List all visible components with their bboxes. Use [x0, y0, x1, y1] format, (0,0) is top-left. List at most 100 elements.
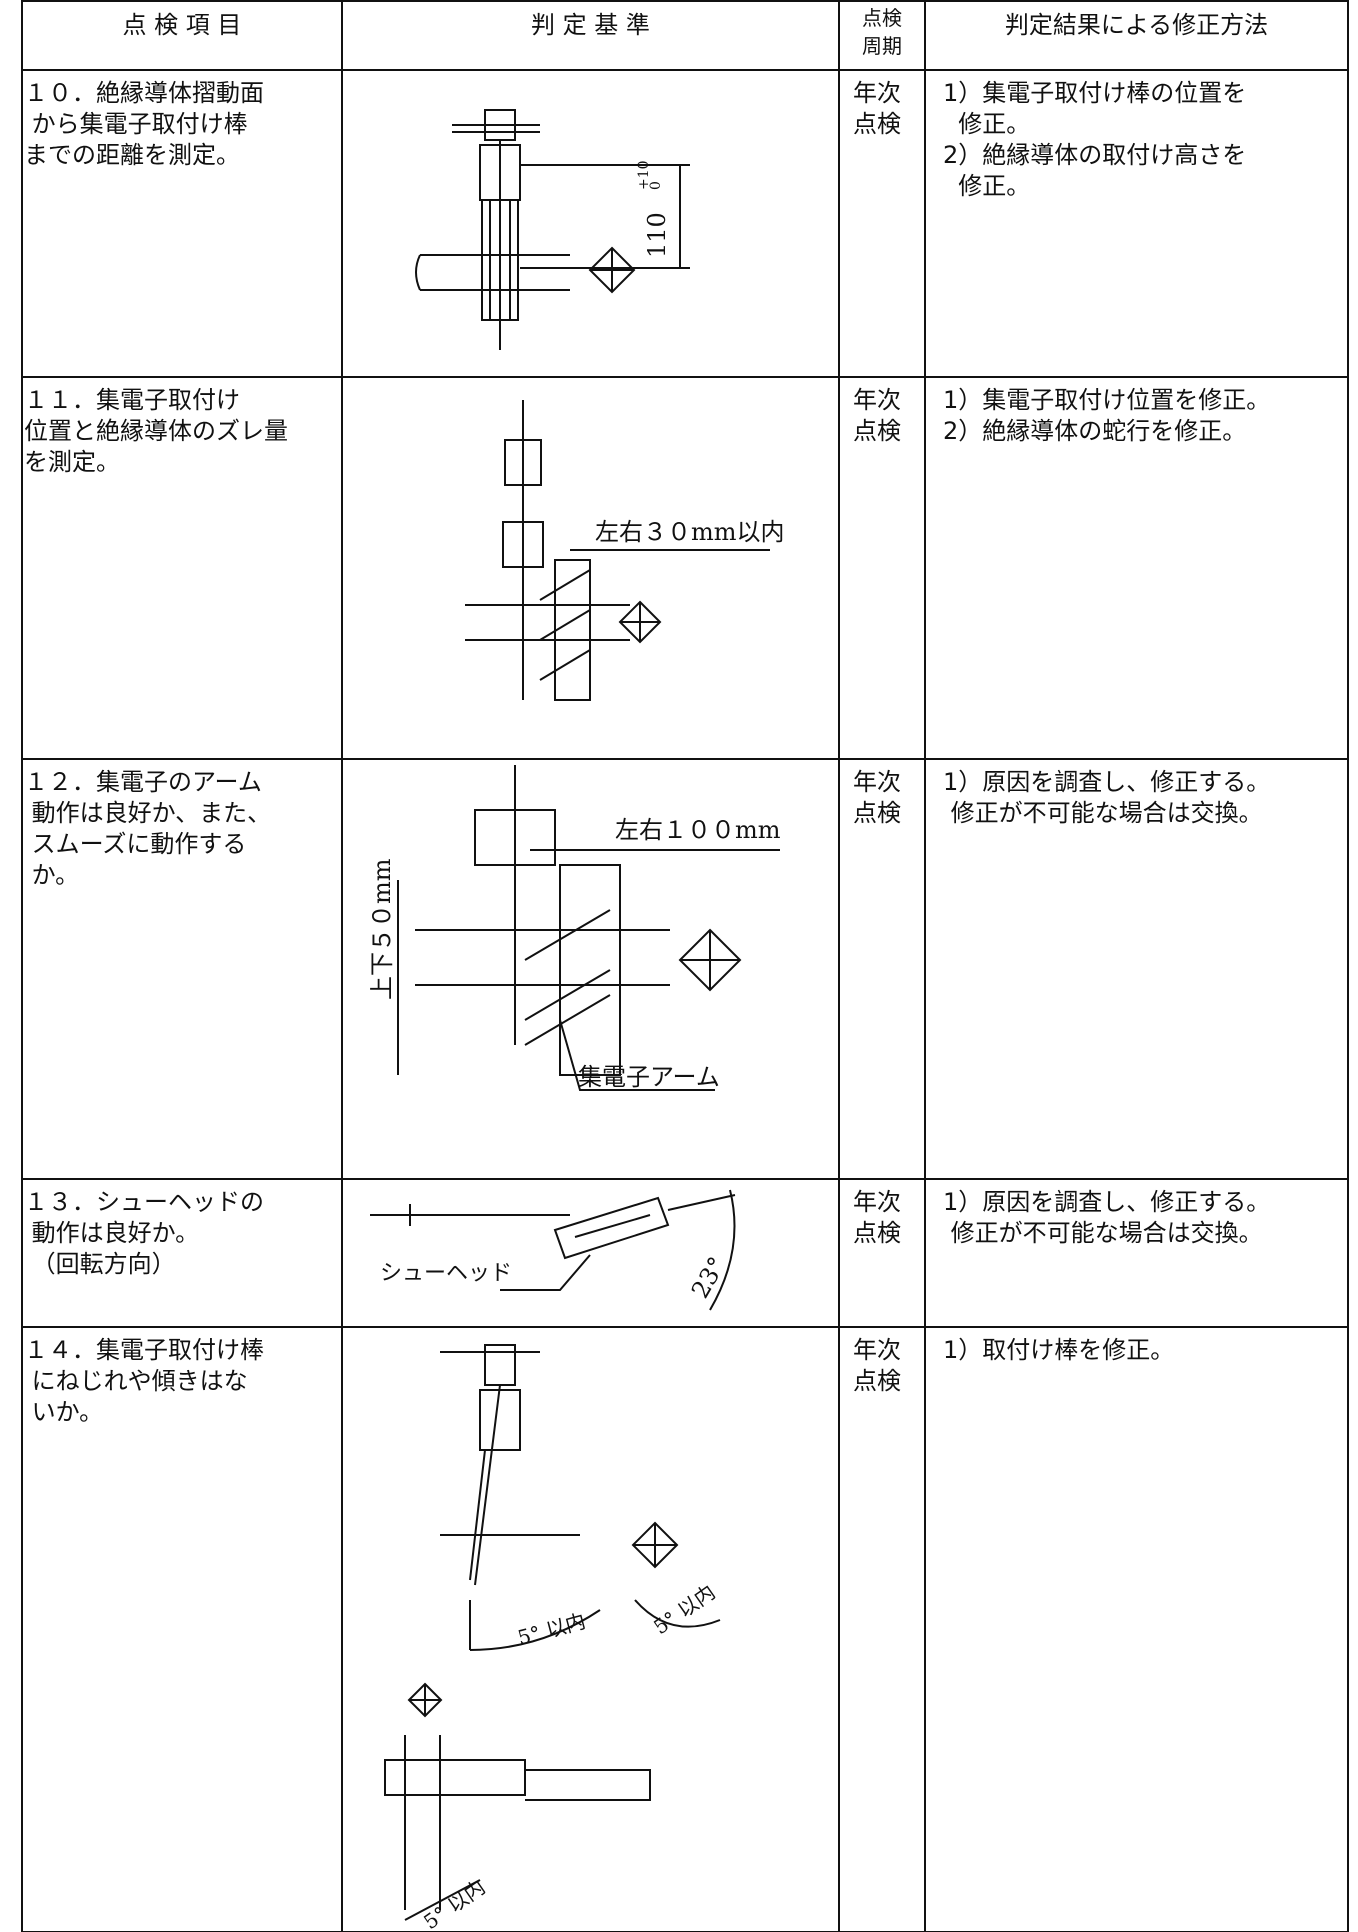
figure-label: 0: [648, 181, 664, 190]
text-line: 判定結果による修正方法: [1004, 11, 1269, 39]
text-line: 周期: [862, 34, 902, 58]
remedy: 1）原因を調査し、修正する。 修正が不可能な場合は交換。: [943, 767, 1353, 829]
text-line: １２．集電子のアーム: [24, 768, 262, 796]
figure-label: 左右３０mm以内: [595, 518, 785, 546]
header-cell: 点 検 項 目: [22, 10, 342, 41]
figure-line: [452, 124, 540, 133]
text-line: 点 検 項 目: [122, 11, 242, 39]
header-cell: 点検 周期: [839, 4, 925, 60]
figure-label: 23°: [686, 1252, 732, 1303]
text-line: いか。: [24, 1398, 104, 1426]
text-line: 修正。: [943, 172, 1031, 200]
text-line: から集電子取付け棒: [24, 110, 248, 138]
figure-label: 5° 以内: [515, 1609, 588, 1650]
text-line: 1）集電子取付け棒の位置を: [943, 79, 1247, 107]
figure-line: [634, 1599, 721, 1628]
figure-label: シューヘッド: [380, 1261, 512, 1286]
text-line: か。: [24, 861, 80, 889]
figure-shape: [553, 1196, 670, 1260]
header-cell: 判 定 基 準: [342, 10, 839, 41]
text-line: （回転方向）: [24, 1250, 176, 1278]
text-line: 修正が不可能な場合は交換。: [943, 1219, 1263, 1247]
text-line: 点検: [853, 1367, 901, 1395]
figure-line: [370, 1204, 570, 1226]
text-line: 点検: [853, 417, 901, 445]
text-line: にねじれや傾きはな: [24, 1367, 248, 1395]
check-cycle: 年次 点検: [853, 1187, 933, 1249]
check-item: １２．集電子のアーム 動作は良好か、また、 スムーズに動作する か。: [24, 767, 342, 891]
remedy: 1）取付け棒を修正。: [943, 1335, 1353, 1366]
figure-line: [415, 254, 570, 291]
figure-label: 110: [643, 212, 671, 258]
text-line: 修正。: [943, 110, 1031, 138]
text-line: 位置と絶縁導体のズレ量: [24, 417, 288, 445]
text-line: １４．集電子取付け棒: [24, 1336, 264, 1364]
text-line: 1）集電子取付け位置を修正。: [943, 386, 1271, 414]
check-cycle: 年次 点検: [853, 385, 933, 447]
text-line: 1）取付け棒を修正。: [943, 1336, 1175, 1364]
figure-line: [500, 1254, 591, 1291]
text-line: 年次: [853, 1336, 901, 1364]
text-line: 点検: [862, 6, 902, 30]
header-cell: 判定結果による修正方法: [925, 10, 1348, 41]
check-item: １１．集電子取付け 位置と絶縁導体のズレ量 を測定。: [24, 385, 342, 478]
text-line: を測定。: [24, 448, 120, 476]
text-line: 1）原因を調査し、修正する。: [943, 768, 1271, 796]
figure-label: 集電子アーム: [578, 1063, 720, 1091]
figure-line: [520, 164, 690, 269]
figure-line: [489, 140, 511, 350]
check-cycle: 年次 点検: [853, 78, 933, 140]
figure-diamond: [678, 928, 742, 992]
figure-shape: [474, 809, 556, 866]
figure-line: [465, 569, 630, 681]
text-line: スムーズに動作する: [24, 830, 247, 858]
figure-line: [404, 1879, 481, 1921]
text-line: 2）絶縁導体の取付け高さを: [943, 141, 1247, 169]
figure-line: [574, 1189, 736, 1311]
remedy: 1）集電子取付け棒の位置を 修正。 2）絶縁導体の取付け高さを 修正。: [943, 78, 1353, 202]
text-line: １０．絶縁導体摺動面: [24, 79, 264, 107]
text-line: 判 定 基 準: [531, 11, 650, 39]
figure-line: [404, 1735, 441, 1910]
text-line: 年次: [853, 1188, 901, 1216]
text-line: １３．シューヘッドの: [24, 1188, 264, 1216]
figure-diamond: [631, 1521, 679, 1569]
figure-shape: [559, 864, 621, 1076]
text-line: 年次: [853, 768, 901, 796]
figure-line: [559, 1019, 715, 1091]
check-item: １４．集電子取付け棒 にねじれや傾きはな いか。: [24, 1335, 342, 1428]
figure-label: 5° 以内: [649, 1580, 719, 1639]
figure-diamond: [407, 1682, 443, 1718]
figure-line: [524, 909, 611, 1046]
check-item: １３．シューヘッドの 動作は良好か。 （回転方向）: [24, 1187, 342, 1280]
figure-line: [415, 929, 670, 986]
text-line: 点検: [853, 110, 901, 138]
figure-label: 左右１００mm: [615, 816, 781, 844]
text-line: 動作は良好か、また、: [24, 799, 272, 827]
text-line: 点検: [853, 1219, 901, 1247]
check-cycle: 年次 点検: [853, 1335, 933, 1397]
figure-line: [469, 1600, 601, 1651]
figure-label: +10: [636, 160, 652, 190]
figure-line: [525, 1769, 651, 1801]
figure-diamond: [618, 600, 662, 644]
figure-label: 5° 以内: [419, 1875, 489, 1932]
remedy: 1）集電子取付け位置を修正。 2）絶縁導体の蛇行を修正。: [943, 385, 1353, 447]
text-line: までの距離を測定。: [24, 141, 240, 169]
text-line: 年次: [853, 79, 901, 107]
text-line: 修正が不可能な場合は交換。: [943, 799, 1263, 827]
figure-line: [469, 1384, 501, 1586]
text-line: 点検: [853, 799, 901, 827]
figure-shape: [504, 439, 542, 486]
remedy: 1）原因を調査し、修正する。 修正が不可能な場合は交換。: [943, 1187, 1353, 1249]
figure-shape: [502, 521, 544, 568]
check-item: １０．絶縁導体摺動面 から集電子取付け棒 までの距離を測定。: [24, 78, 342, 171]
figure-diamond: [588, 246, 636, 294]
text-line: 1）原因を調査し、修正する。: [943, 1188, 1271, 1216]
check-cycle: 年次 点検: [853, 767, 933, 829]
figure-shape: [479, 1389, 521, 1451]
text-line: 動作は良好か。: [24, 1219, 200, 1247]
text-line: 年次: [853, 386, 901, 414]
